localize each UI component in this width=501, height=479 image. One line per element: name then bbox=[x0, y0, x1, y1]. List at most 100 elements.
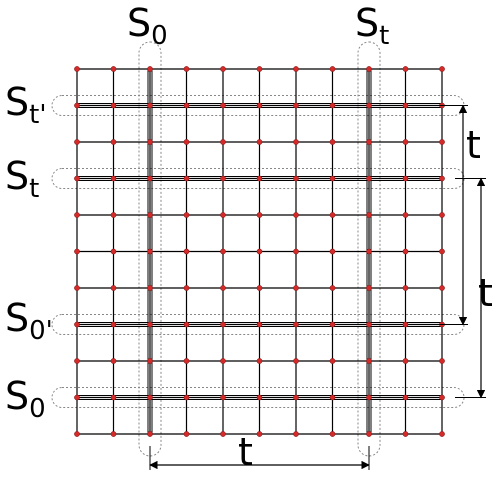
grid-node bbox=[256, 394, 263, 401]
distance-label-bottom: t bbox=[238, 430, 253, 474]
grid-node bbox=[402, 248, 409, 255]
grid-node bbox=[293, 66, 299, 72]
grid-node bbox=[439, 66, 445, 72]
grid-node bbox=[220, 212, 226, 218]
grid-node bbox=[220, 102, 226, 109]
grid-node bbox=[402, 212, 409, 218]
grid-node bbox=[366, 212, 372, 218]
grid-node bbox=[329, 431, 336, 437]
grid-node bbox=[439, 248, 445, 255]
grid-node bbox=[147, 248, 153, 255]
grid-node bbox=[183, 66, 190, 72]
grid-node bbox=[402, 321, 409, 328]
horizontal-loop-2 bbox=[51, 314, 465, 335]
grid-node bbox=[256, 175, 263, 182]
grid-node bbox=[183, 175, 190, 182]
grid-node bbox=[329, 66, 336, 72]
grid-node bbox=[293, 175, 299, 182]
grid-node bbox=[74, 102, 80, 109]
grid-node bbox=[329, 321, 336, 328]
grid-node bbox=[74, 175, 80, 182]
grid-node bbox=[439, 394, 445, 401]
grid-node bbox=[439, 431, 445, 437]
grid-node bbox=[74, 212, 80, 218]
grid-node bbox=[402, 431, 409, 437]
grid-node bbox=[147, 175, 153, 182]
grid-nodes bbox=[74, 66, 445, 437]
grid-node bbox=[366, 285, 372, 291]
grid-node bbox=[110, 285, 117, 291]
grid-node bbox=[183, 394, 190, 401]
grid-node bbox=[110, 394, 117, 401]
grid-node bbox=[110, 139, 117, 145]
grid-node bbox=[366, 358, 372, 364]
left-label-st-prime: St' bbox=[5, 80, 46, 130]
grid-node bbox=[329, 102, 336, 109]
grid-node bbox=[439, 175, 445, 182]
grid-node bbox=[74, 66, 80, 72]
grid-node bbox=[366, 321, 372, 328]
top-label-st: St bbox=[355, 1, 389, 51]
loop-outlines bbox=[51, 41, 465, 457]
horizontal-loop-3 bbox=[51, 387, 465, 408]
grid-node bbox=[147, 102, 153, 109]
horizontal-loop-1 bbox=[51, 168, 465, 189]
grid-node bbox=[329, 212, 336, 218]
grid-node bbox=[256, 248, 263, 255]
grid-node bbox=[293, 102, 299, 109]
grid-node bbox=[74, 321, 80, 328]
grid-node bbox=[402, 139, 409, 145]
grid-node bbox=[439, 285, 445, 291]
grid-node bbox=[74, 431, 80, 437]
grid-node bbox=[256, 358, 263, 364]
grid-node bbox=[293, 285, 299, 291]
grid-node bbox=[183, 285, 190, 291]
vertical-loop-1 bbox=[357, 41, 381, 457]
grid-node bbox=[183, 139, 190, 145]
grid-node bbox=[293, 248, 299, 255]
distance-label-right-upper: t bbox=[466, 123, 481, 167]
grid-node bbox=[220, 394, 226, 401]
grid-node bbox=[366, 431, 372, 437]
grid-node bbox=[183, 431, 190, 437]
grid-node bbox=[293, 139, 299, 145]
grid-node bbox=[402, 66, 409, 72]
grid-node bbox=[366, 66, 372, 72]
grid-node bbox=[329, 175, 336, 182]
grid-node bbox=[74, 139, 80, 145]
grid-node bbox=[256, 139, 263, 145]
grid-node bbox=[74, 285, 80, 291]
grid-node bbox=[329, 394, 336, 401]
grid-node bbox=[220, 285, 226, 291]
grid-node bbox=[110, 102, 117, 109]
grid-node bbox=[439, 212, 445, 218]
vertical-loop-0 bbox=[138, 41, 162, 457]
left-label-s0: S0 bbox=[5, 374, 46, 424]
grid-node bbox=[366, 102, 372, 109]
grid-node bbox=[256, 431, 263, 437]
grid-node bbox=[366, 394, 372, 401]
grid-node bbox=[74, 248, 80, 255]
grid-node bbox=[147, 139, 153, 145]
grid-node bbox=[147, 358, 153, 364]
grid-node bbox=[220, 431, 226, 437]
grid-node bbox=[256, 102, 263, 109]
grid-node bbox=[366, 175, 372, 182]
grid-node bbox=[147, 394, 153, 401]
grid-node bbox=[74, 358, 80, 364]
grid-node bbox=[402, 175, 409, 182]
distance-label-right-lower: t bbox=[478, 271, 493, 315]
grid-node bbox=[220, 358, 226, 364]
grid-node bbox=[402, 102, 409, 109]
grid-node bbox=[293, 431, 299, 437]
top-label-s0: S0 bbox=[127, 1, 168, 51]
grid-node bbox=[220, 139, 226, 145]
left-label-st: St bbox=[5, 154, 39, 204]
grid-node bbox=[220, 66, 226, 72]
grid-node bbox=[147, 285, 153, 291]
grid-node bbox=[439, 358, 445, 364]
grid-node bbox=[256, 66, 263, 72]
grid-node bbox=[147, 321, 153, 328]
grid-node bbox=[110, 248, 117, 255]
